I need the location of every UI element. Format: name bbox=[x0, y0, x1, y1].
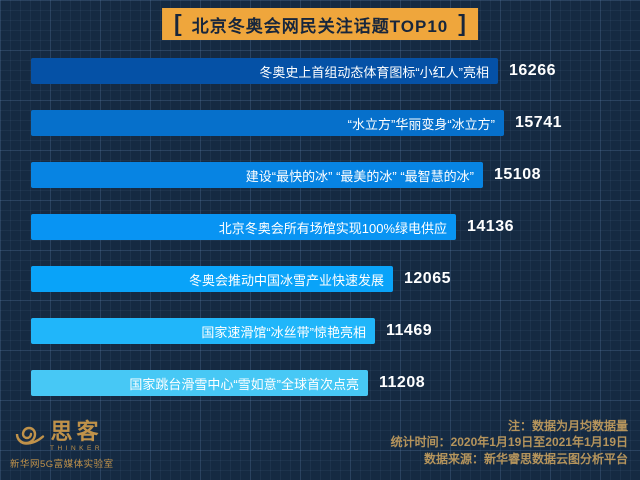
bar-value-label: 14136 bbox=[467, 218, 514, 235]
footnote-data-source: 数据来源：新华睿思数据云图分析平台 bbox=[423, 451, 628, 466]
title-text: 北京冬奥会网民关注话题TOP10 bbox=[191, 16, 449, 36]
bar-chart: 冬奥史上首组动态体育图标“小红人”亮相 16266 “水立方”华丽变身“冰立方” 15… bbox=[31, 58, 562, 422]
bar-category-label: 北京冬奥会所有场馆实现100%绿电供应 bbox=[218, 220, 447, 236]
logo-name: 思客 bbox=[50, 419, 103, 445]
bar-category-label: 冬奥史上首组动态体育图标“小红人”亮相 bbox=[259, 64, 489, 80]
bar-value-label: 15108 bbox=[494, 166, 541, 183]
bar: 建设“最快的冰” “最美的冰” “最智慧的冰” bbox=[31, 162, 483, 188]
bar-category-label: 国家跳台滑雪中心“雪如意”全球首次点亮 bbox=[129, 376, 359, 392]
bar: 冬奥会推动中国冰雪产业快速发展 bbox=[31, 266, 393, 292]
bar-value-label: 12065 bbox=[404, 270, 451, 287]
bar: 冬奥史上首组动态体育图标“小红人”亮相 bbox=[31, 58, 498, 84]
title-right-bracket: ] bbox=[458, 9, 466, 36]
bar-row: 冬奥史上首组动态体育图标“小红人”亮相 16266 bbox=[31, 58, 562, 84]
bar: 国家跳台滑雪中心“雪如意”全球首次点亮 bbox=[31, 370, 368, 396]
bar-category-label: 建设“最快的冰” “最美的冰” “最智慧的冰” bbox=[245, 168, 474, 184]
footnote-time-range: 统计时间：2020年1月19日至2021年1月19日 bbox=[390, 435, 628, 449]
thinker-logo: 思客 THINKER 新华网5G富媒体实验室 bbox=[10, 420, 128, 470]
bar-row: 建设“最快的冰” “最美的冰” “最智慧的冰” 15108 bbox=[31, 162, 562, 188]
logo-organization: 新华网5G富媒体实验室 bbox=[10, 459, 114, 470]
title-left-bracket: [ bbox=[174, 9, 182, 36]
bar-category-label: “水立方”华丽变身“冰立方” bbox=[347, 116, 495, 132]
bar-row: 北京冬奥会所有场馆实现100%绿电供应 14136 bbox=[31, 214, 562, 240]
bar-category-label: 冬奥会推动中国冰雪产业快速发展 bbox=[188, 272, 384, 288]
page-title: [ 北京冬奥会网民关注话题TOP10 ] bbox=[162, 8, 478, 40]
bar-value-label: 16266 bbox=[509, 62, 556, 79]
spiral-logo-icon bbox=[15, 426, 45, 445]
bar: 国家速滑馆“冰丝带”惊艳亮相 bbox=[31, 318, 375, 344]
bar-row: 国家跳台滑雪中心“雪如意”全球首次点亮 11208 bbox=[31, 370, 562, 396]
bar-category-label: 国家速滑馆“冰丝带”惊艳亮相 bbox=[201, 324, 366, 340]
bar: “水立方”华丽变身“冰立方” bbox=[31, 110, 504, 136]
bar-value-label: 11469 bbox=[386, 322, 433, 339]
bar: 北京冬奥会所有场馆实现100%绿电供应 bbox=[31, 214, 456, 240]
footnote-data-note: 注：数据为月均数据量 bbox=[507, 418, 628, 433]
bar-value-label: 15741 bbox=[515, 114, 562, 131]
footnotes: 注：数据为月均数据量 统计时间：2020年1月19日至2021年1月19日 数据… bbox=[391, 418, 628, 468]
bar-row: “水立方”华丽变身“冰立方” 15741 bbox=[31, 110, 562, 136]
logo-subtitle: THINKER bbox=[50, 445, 104, 452]
bar-row: 冬奥会推动中国冰雪产业快速发展 12065 bbox=[31, 266, 562, 292]
bar-value-label: 11208 bbox=[379, 374, 426, 391]
bar-row: 国家速滑馆“冰丝带”惊艳亮相 11469 bbox=[31, 318, 562, 344]
